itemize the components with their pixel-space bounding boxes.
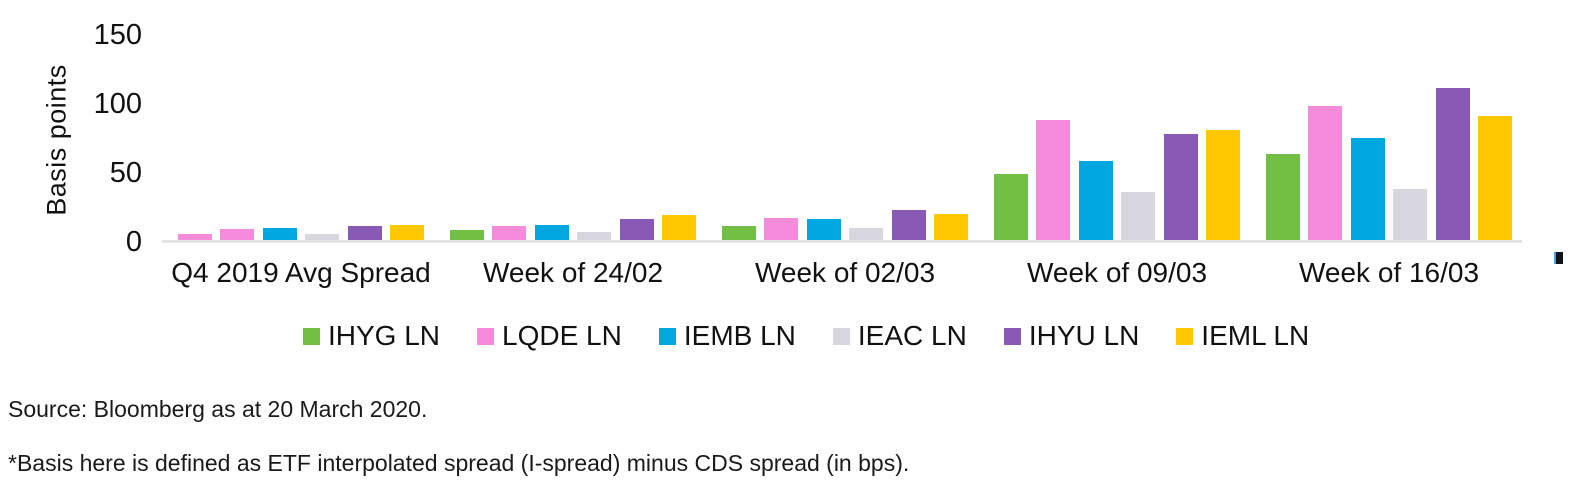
bar-lqde-ln-group-3 bbox=[1036, 120, 1070, 240]
bar-ieac-ln-group-3 bbox=[1121, 192, 1155, 240]
bar-iemb-ln-group-1 bbox=[535, 225, 569, 240]
bar-lqde-ln-group-1 bbox=[492, 226, 526, 240]
x-label-week-of-16-03: Week of 16/03 bbox=[1298, 257, 1480, 288]
bar-ihyu-ln-group-4 bbox=[1436, 88, 1470, 240]
bar-ihyu-ln-group-3 bbox=[1164, 134, 1198, 240]
bar-ihyg-ln-group-2 bbox=[722, 226, 756, 240]
legend-label: LQDE LN bbox=[502, 320, 622, 351]
bar-ihyg-ln-group-3 bbox=[994, 174, 1028, 240]
bar-ieml-ln-group-0 bbox=[390, 225, 424, 240]
legend-swatch-icon bbox=[1176, 327, 1194, 345]
bar-ihyu-ln-group-0 bbox=[348, 226, 382, 240]
legend-label: IEML LN bbox=[1201, 320, 1310, 351]
bar-iemb-ln-group-3 bbox=[1079, 161, 1113, 240]
footnote-text: *Basis here is defined as ETF interpolat… bbox=[8, 450, 910, 476]
legend-label: IEMB LN bbox=[683, 320, 796, 351]
x-label-week-of-02-03: Week of 02/03 bbox=[754, 257, 936, 288]
bar-ihyu-ln-group-2 bbox=[892, 210, 926, 240]
y-tick-0: 0 bbox=[125, 226, 142, 258]
bar-lqde-ln-group-4 bbox=[1308, 106, 1342, 240]
bar-ieml-ln-group-2 bbox=[934, 214, 968, 240]
bar-ieac-ln-group-2 bbox=[849, 228, 883, 240]
legend-item-ihyg-ln: IHYG LN bbox=[303, 320, 440, 352]
bar-iemb-ln-group-0 bbox=[263, 228, 297, 240]
bar-iemb-ln-group-2 bbox=[807, 219, 841, 240]
x-label-week-of-24-02: Week of 24/02 bbox=[482, 257, 664, 288]
legend-swatch-icon bbox=[1003, 327, 1021, 345]
bar-ieac-ln-group-0 bbox=[305, 234, 339, 240]
bar-ieml-ln-group-3 bbox=[1206, 130, 1240, 240]
edge-cursor-artifact bbox=[1554, 252, 1563, 264]
legend-item-lqde-ln: LQDE LN bbox=[477, 320, 622, 352]
bar-ihyg-ln-group-4 bbox=[1266, 154, 1300, 240]
legend-item-iemb-ln: IEMB LN bbox=[658, 320, 796, 352]
bar-iemb-ln-group-4 bbox=[1351, 138, 1385, 240]
bar-ihyg-ln-group-0 bbox=[178, 234, 212, 240]
bar-lqde-ln-group-2 bbox=[764, 218, 798, 240]
y-tick-100: 100 bbox=[93, 88, 142, 120]
y-tick-50: 50 bbox=[109, 157, 142, 189]
bar-ihyg-ln-group-1 bbox=[450, 230, 484, 240]
source-text: Source: Bloomberg as at 20 March 2020. bbox=[8, 396, 428, 422]
bar-lqde-ln-group-0 bbox=[220, 229, 254, 240]
legend-item-ieac-ln: IEAC LN bbox=[832, 320, 967, 352]
bar-ihyu-ln-group-1 bbox=[620, 219, 654, 240]
bar-ieac-ln-group-4 bbox=[1393, 189, 1427, 240]
x-label-week-of-09-03: Week of 09/03 bbox=[1026, 257, 1208, 288]
legend-label: IHYU LN bbox=[1028, 320, 1140, 351]
legend: IHYG LN LQDE LN IEMB LN IEAC LN IHYU LN IEML … bbox=[303, 320, 1309, 352]
bar-ieml-ln-group-4 bbox=[1478, 116, 1512, 240]
legend-item-ihyu-ln: IHYU LN bbox=[1003, 320, 1140, 352]
y-tick-150: 150 bbox=[93, 19, 142, 51]
legend-swatch-icon bbox=[658, 327, 676, 345]
bar-ieml-ln-group-1 bbox=[662, 215, 696, 240]
legend-label: IHYG LN bbox=[328, 320, 441, 351]
x-label-q4-2019-avg-spread: Q4 2019 Avg Spread bbox=[171, 257, 431, 288]
bar-ieac-ln-group-1 bbox=[577, 232, 611, 240]
legend-swatch-icon bbox=[477, 327, 495, 345]
legend-swatch-icon bbox=[832, 327, 850, 345]
legend-label: IEAC LN bbox=[857, 320, 967, 351]
legend-item-ieml-ln: IEML LN bbox=[1176, 320, 1309, 352]
x-axis-line bbox=[162, 240, 1522, 243]
legend-swatch-icon bbox=[303, 327, 320, 345]
